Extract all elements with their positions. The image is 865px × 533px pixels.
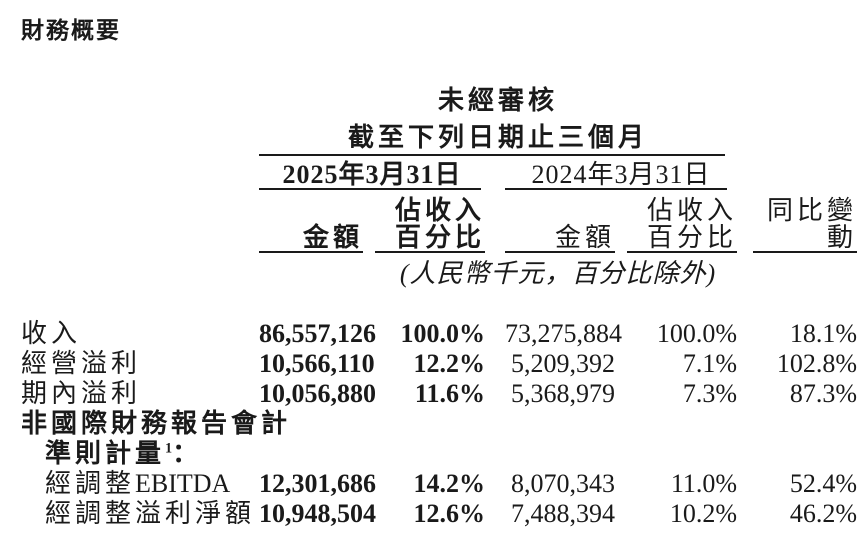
amount-2025-rule: [259, 251, 363, 253]
row-label: 經營溢利: [21, 349, 142, 378]
pct-2025-value: 11.6%: [414, 379, 485, 408]
column-headers-row: 金額 佔收入 百分比 金額 佔收入 百分比 同比變動: [21, 196, 857, 251]
amount-2024-value: 5,209,392: [511, 349, 615, 378]
row-label: 經調整EBITDA: [21, 468, 259, 498]
amount-2025-value: 12,301,686: [259, 469, 376, 498]
amount-2024-value: 73,275,884: [505, 319, 622, 348]
yoy-value: 52.4%: [789, 469, 858, 498]
pct-2024-value: 7.3%: [682, 379, 738, 408]
page-title: 財務概要: [21, 18, 121, 43]
pct-2024-header-line1: 佔收入: [647, 196, 738, 225]
dates-row: 2025年3月31日 2024年3月31日: [21, 161, 857, 188]
pct-2024-value: 10.2%: [669, 499, 738, 528]
yoy-value: 18.1%: [789, 319, 858, 348]
pct-2025-value: 14.2%: [413, 469, 486, 498]
period-label: 截至下列日期止三個月: [348, 123, 649, 152]
yoy-rule: [753, 251, 858, 253]
dates-rule-row: [21, 188, 857, 196]
unit-note: (人民幣千元，百分比除外): [399, 259, 717, 288]
amount-2024-value: 5,368,979: [511, 379, 615, 408]
amount-2025-value: 86,557,126: [259, 319, 376, 348]
amount-2025-header: 金額: [302, 223, 363, 252]
table-row-profit-for-period: 期內溢利 10,056,880 11.6% 5,368,979 7.3% 87.…: [21, 378, 857, 408]
amount-2025-value: 10,948,504: [259, 499, 376, 528]
amount-2025-value: 10,056,880: [259, 379, 376, 408]
yoy-header: 同比變動: [767, 196, 858, 252]
section-heading-row: 非國際財務報告會計: [21, 408, 857, 438]
table-row-revenue: 收入 86,557,126 100.0% 73,275,884 100.0% 1…: [21, 318, 857, 348]
pct-2025-header: 佔收入 百分比: [363, 196, 485, 251]
row-label: 經調整溢利淨額: [45, 499, 256, 528]
date-2024-rule: [505, 188, 728, 190]
date-2024-header: 2024年3月31日: [531, 160, 711, 189]
pct-2024-rule: [627, 251, 738, 253]
row-label: 收入: [21, 319, 82, 348]
table-row-adjusted-ebitda: 經調整EBITDA 12,301,686 14.2% 8,070,343 11.…: [21, 468, 857, 498]
pct-2025-value: 100.0%: [400, 319, 486, 348]
footnote-ref: 1: [165, 440, 173, 457]
pct-2025-value: 12.2%: [413, 349, 486, 378]
section-heading-line2: 準則計量1：: [21, 438, 857, 468]
pct-2025-header-line1: 佔收入: [394, 196, 485, 225]
section-heading-line1: 非國際財務報告會計: [21, 409, 292, 438]
amount-2024-rule: [505, 251, 615, 253]
table-row-operating-profit: 經營溢利 10,566,110 12.2% 5,209,392 7.1% 102…: [21, 348, 857, 378]
row-label-zh: 經調整: [45, 469, 136, 498]
pct-2024-header-line2: 百分比: [647, 223, 738, 252]
date-2025-header: 2025年3月31日: [282, 160, 462, 189]
section-heading-colon: ：: [172, 439, 199, 468]
yoy-value: 46.2%: [789, 499, 858, 528]
pct-2024-value: 11.0%: [670, 469, 738, 498]
date-2025-rule: [259, 188, 481, 190]
section-heading-row2: 準則計量1：: [21, 438, 857, 468]
column-headers-rule-row: [21, 251, 858, 259]
amount-2024-value: 8,070,343: [511, 469, 615, 498]
row-label-en: EBITDA: [135, 469, 231, 498]
amount-2024-value: 7,488,394: [511, 499, 615, 528]
yoy-value: 102.8%: [776, 349, 858, 378]
pct-2024-value: 100.0%: [656, 319, 738, 348]
pct-2024-value: 7.1%: [682, 349, 738, 378]
pct-2024-header: 佔收入 百分比: [615, 196, 737, 251]
section-heading-line2-text: 準則計量: [45, 439, 166, 468]
period-rule: [259, 154, 726, 156]
period-row: 截至下列日期止三個月: [21, 117, 857, 154]
spacer-row: [21, 289, 857, 318]
unaudited-row: 未經審核: [21, 80, 857, 117]
pct-2025-value: 12.6%: [413, 499, 486, 528]
unaudited-label: 未經審核: [438, 86, 559, 115]
pct-2025-rule: [375, 251, 485, 253]
amount-2024-header: 金額: [554, 223, 615, 252]
unit-note-row: (人民幣千元，百分比除外): [21, 259, 857, 289]
financial-summary-table: 未經審核 截至下列日期止三個月 2025年3月31日 2024年3月31日 金額…: [21, 80, 858, 528]
amount-2025-value: 10,566,110: [259, 349, 375, 378]
pct-2025-header-line2: 百分比: [394, 223, 485, 252]
period-rule-row: [21, 154, 857, 161]
row-label: 期內溢利: [21, 379, 142, 408]
table-row-adjusted-net-profit: 經調整溢利淨額 10,948,504 12.6% 7,488,394 10.2%…: [21, 498, 857, 528]
yoy-value: 87.3%: [789, 379, 858, 408]
